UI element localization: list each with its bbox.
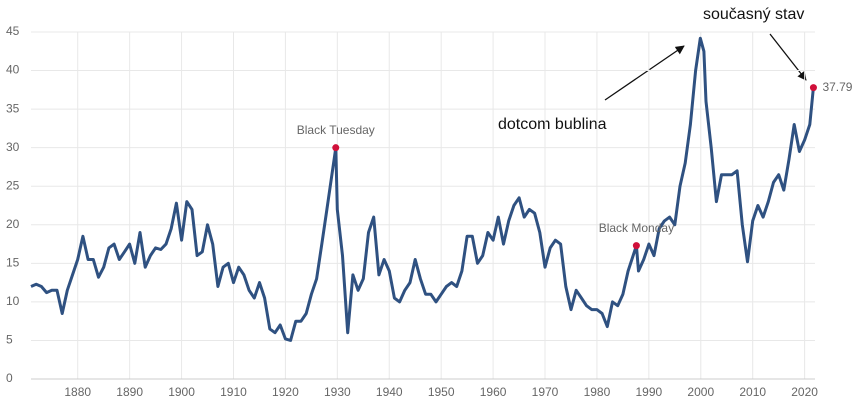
highlight-label: Black Tuesday — [297, 123, 375, 137]
highlight-point — [809, 84, 817, 92]
y-tick-label: 45 — [6, 24, 20, 38]
y-tick-label: 35 — [6, 101, 20, 115]
x-tick-label: 1940 — [376, 385, 403, 399]
x-tick-label: 1980 — [584, 385, 611, 399]
y-tick-label: 25 — [6, 178, 20, 192]
x-tick-label: 1880 — [64, 385, 91, 399]
annotation-arrow — [769, 33, 807, 81]
annotation: současný stav — [703, 6, 804, 23]
y-tick-label: 20 — [6, 217, 20, 231]
y-tick-label: 15 — [6, 256, 20, 270]
x-tick-label: 2000 — [687, 385, 714, 399]
x-tick-label: 1960 — [480, 385, 507, 399]
highlight-point — [332, 144, 340, 152]
x-tick-label: 1910 — [220, 385, 247, 399]
x-tick-label: 1930 — [324, 385, 351, 399]
highlight-label: 37.79 — [822, 80, 852, 94]
highlight-point — [632, 242, 640, 250]
x-tick-label: 2020 — [791, 385, 818, 399]
annotation-arrow — [604, 45, 685, 101]
line-series — [30, 36, 815, 342]
y-tick-label: 5 — [6, 333, 13, 347]
y-tick-label: 30 — [6, 140, 20, 154]
annotation: dotcom bublina — [498, 116, 607, 133]
y-tick-label: 10 — [6, 294, 20, 308]
y-tick-label: 0 — [6, 371, 13, 385]
highlight-label: Black Monday — [599, 221, 674, 235]
x-tick-label: 1950 — [428, 385, 455, 399]
x-tick-label: 1970 — [532, 385, 559, 399]
x-tick-label: 1990 — [636, 385, 663, 399]
x-tick-label: 1920 — [272, 385, 299, 399]
y-tick-label: 40 — [6, 63, 20, 77]
x-tick-label: 2010 — [739, 385, 766, 399]
x-tick-label: 1900 — [168, 385, 195, 399]
x-tick-label: 1890 — [116, 385, 143, 399]
